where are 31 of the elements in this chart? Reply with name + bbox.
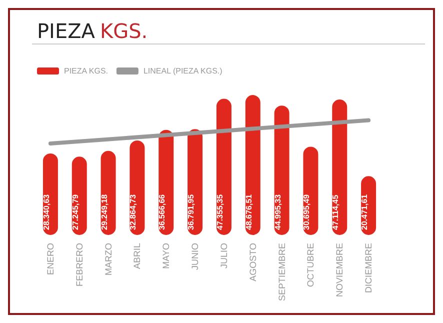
data-label: 20.471,61 xyxy=(360,194,370,230)
data-label: 44.995,33 xyxy=(273,194,282,230)
legend-label: PIEZA KGS. xyxy=(64,66,108,76)
bar xyxy=(245,95,260,235)
x-tick-label: NOVIEMBRE xyxy=(334,243,345,298)
data-label: 36.791,95 xyxy=(186,194,196,230)
data-label: 36.566,66 xyxy=(158,194,167,230)
data-label: 29.249,18 xyxy=(100,194,109,230)
x-tick-label: ABRIL xyxy=(132,243,142,270)
bar xyxy=(332,99,348,235)
data-label: 48.676,51 xyxy=(244,194,254,230)
data-label: 28.340,63 xyxy=(42,194,51,230)
bar xyxy=(130,140,145,235)
x-tick-label: AGOSTO xyxy=(248,243,258,282)
x-tick-label: ENERO xyxy=(45,243,56,276)
chart-title: PIEZA KGS. xyxy=(37,19,148,43)
x-tick-label: DICIEMBRE xyxy=(364,243,374,294)
data-label: 47.114,45 xyxy=(331,194,340,230)
x-tick-label: OCTUBRE xyxy=(306,243,316,288)
data-label: 32.864,73 xyxy=(128,194,138,230)
legend-label: LINEAL (PIEZA KGS.) xyxy=(143,66,223,76)
x-tick-label: FEBRERO xyxy=(74,243,84,287)
x-tick-label: MAYO xyxy=(161,243,172,269)
data-label: 47.355,35 xyxy=(215,194,224,230)
x-tick-label: MARZO xyxy=(103,243,114,276)
bar xyxy=(216,98,232,235)
x-tick-label: SEPTIEMBRE xyxy=(276,243,287,302)
x-tick-label: JUNIO xyxy=(190,243,200,270)
data-label: 27.245,79 xyxy=(70,194,80,230)
data-label: 30.695,49 xyxy=(302,194,312,230)
x-tick-label: JULIO xyxy=(218,243,229,269)
